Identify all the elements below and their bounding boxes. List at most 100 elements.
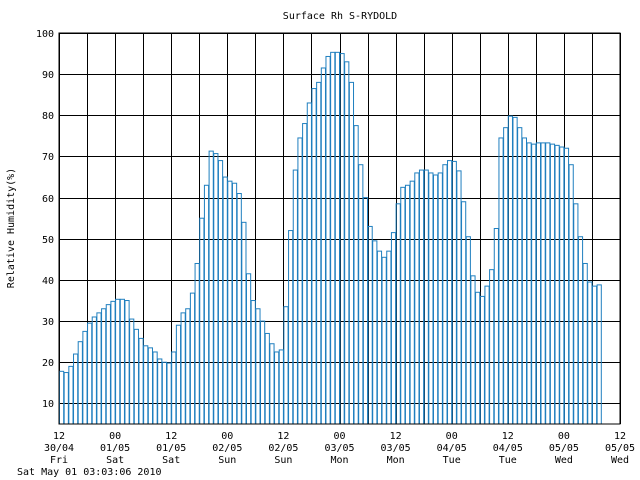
x-tick-date: 02/05: [212, 443, 242, 454]
bar: [325, 55, 331, 425]
bar: [470, 275, 476, 425]
bar: [278, 349, 284, 425]
x-tick-date: 30/04: [44, 443, 74, 454]
y-tick-label: 60: [42, 194, 54, 205]
x-tick-date: 01/05: [100, 443, 130, 454]
x-tick-hour: 12: [614, 431, 626, 442]
x-tick-date: 03/05: [324, 443, 354, 454]
bar: [554, 144, 560, 425]
bar: [330, 51, 336, 425]
bar: [526, 142, 532, 425]
bar: [87, 322, 93, 425]
bar: [96, 312, 102, 425]
x-tick-day: Fri: [50, 455, 68, 466]
bar: [119, 298, 125, 425]
bar: [400, 186, 406, 425]
bar: [101, 308, 107, 425]
bar: [73, 353, 79, 425]
bar: [577, 236, 584, 425]
x-tick-date: 03/05: [381, 443, 411, 454]
y-tick-label: 20: [42, 358, 54, 369]
x-tick-hour: 12: [502, 431, 514, 442]
bar: [418, 169, 425, 425]
x-tick-hour: 00: [109, 431, 121, 442]
bar: [549, 143, 556, 425]
bar: [334, 51, 340, 425]
bar: [353, 125, 359, 425]
bar: [447, 160, 453, 425]
y-tick-label: 100: [36, 29, 54, 40]
bar: [222, 176, 228, 425]
bar: [203, 184, 210, 425]
bar: [386, 250, 392, 425]
x-tick-date: 02/05: [268, 443, 298, 454]
x-tick-date: 04/05: [493, 443, 523, 454]
bar: [344, 61, 350, 425]
bar: [59, 370, 65, 425]
bar: [185, 308, 191, 425]
bar: [568, 164, 574, 425]
bar: [236, 193, 242, 425]
bar: [264, 332, 270, 425]
bar: [563, 147, 570, 425]
x-tick-day: Sat: [162, 455, 180, 466]
x-tick-hour: 00: [446, 431, 458, 442]
x-tick-hour: 00: [558, 431, 570, 442]
bar: [587, 281, 593, 425]
bar: [157, 358, 163, 425]
bar: [175, 324, 182, 425]
bars: [59, 51, 602, 425]
bar: [316, 81, 322, 425]
x-tick-labels: 1230/04Fri0001/05Sat1201/05Sat0002/05Sun…: [44, 431, 635, 466]
y-tick-label: 30: [42, 317, 54, 328]
bar: [493, 228, 499, 425]
bar: [559, 146, 565, 425]
bar: [115, 298, 121, 425]
y-tick-label: 80: [42, 111, 54, 122]
bar: [362, 197, 369, 425]
bar: [358, 164, 364, 425]
bar: [288, 230, 294, 425]
bar: [231, 182, 238, 425]
bar: [217, 160, 224, 425]
bar: [208, 150, 214, 425]
x-tick-day: Tue: [499, 455, 517, 466]
bar: [189, 292, 196, 425]
x-tick-day: Mon: [387, 455, 405, 466]
bar: [292, 169, 298, 425]
bar: [376, 250, 383, 425]
x-tick-hour: 12: [165, 431, 177, 442]
bar: [503, 127, 509, 425]
bar: [260, 320, 266, 425]
bar: [489, 269, 495, 425]
bar: [77, 341, 83, 425]
bar: [311, 88, 317, 425]
x-tick-date: 01/05: [156, 443, 186, 454]
timestamp: Sat May 01 03:03:06 2010: [17, 467, 162, 478]
bar: [63, 372, 69, 425]
bar: [390, 232, 397, 425]
x-tick-day: Sat: [106, 455, 124, 466]
bar: [82, 330, 88, 425]
bar: [283, 306, 289, 425]
bar: [540, 142, 546, 425]
bar: [306, 102, 312, 425]
bar: [213, 153, 219, 425]
bar: [320, 67, 326, 425]
x-tick-day: Mon: [330, 455, 348, 466]
bar: [143, 345, 149, 425]
x-tick-hour: 00: [221, 431, 233, 442]
x-tick-date: 05/05: [549, 443, 579, 454]
bar: [437, 172, 443, 425]
bar: [255, 308, 261, 425]
bar: [348, 81, 355, 425]
bar: [68, 365, 74, 425]
bar: [428, 172, 434, 425]
bar: [414, 172, 420, 425]
bar: [166, 362, 172, 425]
bar: [302, 123, 308, 425]
bar: [105, 304, 111, 425]
bar: [138, 337, 144, 425]
bar: [381, 256, 387, 425]
